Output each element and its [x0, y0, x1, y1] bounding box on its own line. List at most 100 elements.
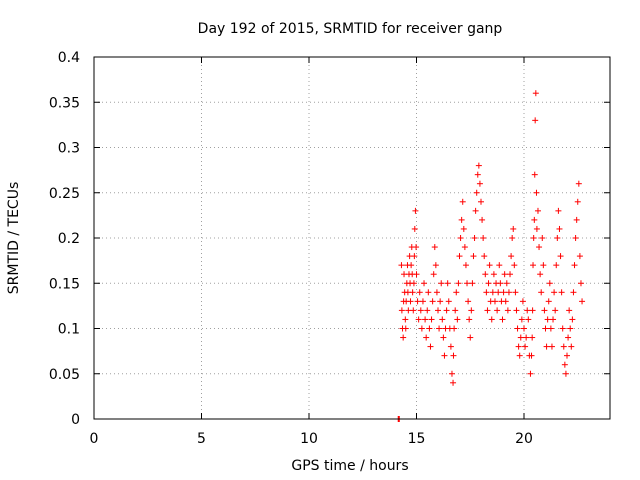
data-point: [527, 370, 534, 377]
data-point: [533, 225, 540, 232]
data-point: [539, 235, 546, 241]
data-point: [448, 370, 455, 377]
data-point: [478, 198, 484, 205]
data-point: [422, 316, 429, 323]
x-tick-label: 5: [197, 431, 206, 447]
data-point: [440, 334, 447, 341]
grid-layer: [94, 57, 610, 419]
data-point: [398, 307, 405, 314]
data-point: [543, 343, 550, 350]
data-point: [486, 262, 493, 269]
data-point: [410, 280, 417, 287]
data-point: [413, 271, 420, 278]
data-point: [457, 235, 464, 241]
data-point: [554, 235, 561, 241]
data-point: [469, 280, 476, 287]
data-point: [545, 298, 552, 305]
plot-frame: [93, 56, 611, 420]
data-point: [459, 198, 466, 205]
y-tick-label: 0.15: [49, 276, 80, 292]
y-axis-label: SRMTID / TECUs: [6, 182, 22, 295]
data-point: [560, 343, 567, 350]
data-point: [517, 334, 524, 341]
data-point: [558, 289, 565, 296]
data-point: [473, 189, 480, 196]
data-point: [530, 262, 537, 269]
data-point: [443, 307, 450, 314]
data-point: [438, 280, 445, 287]
data-point: [480, 235, 487, 241]
data-point: [450, 352, 457, 359]
data-point: [531, 171, 538, 178]
data-point: [518, 316, 525, 323]
x-tick-label: 10: [300, 431, 318, 447]
data-point: [465, 298, 472, 305]
y-tick-label: 0.35: [49, 95, 80, 111]
data-point: [547, 325, 554, 332]
data-point: [573, 216, 580, 223]
data-point: [439, 316, 446, 323]
data-point: [402, 316, 409, 323]
data-point: [519, 298, 526, 305]
data-point: [411, 225, 418, 232]
data-point: [447, 343, 454, 350]
data-point: [561, 361, 568, 368]
y-tick-label: 0: [71, 412, 80, 428]
data-point: [552, 307, 559, 314]
data-point: [522, 343, 529, 350]
data-points: [395, 90, 586, 422]
data-point: [494, 307, 501, 314]
data-point: [544, 316, 551, 323]
data-point: [531, 216, 538, 223]
data-point: [515, 343, 522, 350]
y-tick-label: 0.25: [49, 186, 80, 202]
data-point: [481, 253, 488, 260]
data-point: [400, 334, 407, 341]
data-point: [470, 253, 477, 260]
data-point: [571, 262, 578, 269]
data-point: [432, 262, 439, 269]
y-tick-label: 0.4: [58, 50, 80, 66]
data-point: [433, 289, 440, 296]
data-point: [456, 253, 463, 260]
data-point: [575, 180, 582, 187]
data-point: [444, 280, 451, 287]
data-point: [538, 289, 545, 296]
data-point: [468, 307, 475, 314]
data-point: [501, 271, 508, 278]
y-tick-label: 0.1: [58, 322, 80, 338]
data-point: [435, 307, 441, 314]
data-point: [451, 325, 458, 332]
data-point: [565, 334, 572, 341]
data-point: [410, 307, 417, 314]
data-point: [491, 298, 498, 305]
data-point: [429, 298, 436, 305]
data-point: [414, 298, 421, 305]
data-point: [423, 334, 430, 341]
data-point: [474, 171, 481, 178]
x-axis-label: GPS time / hours: [291, 458, 408, 474]
data-point: [525, 316, 532, 323]
data-point: [542, 325, 549, 332]
data-point: [436, 325, 443, 332]
data-point: [512, 289, 519, 296]
data-point: [430, 271, 437, 278]
data-point: [407, 298, 414, 305]
data-point: [513, 307, 520, 314]
data-point: [427, 343, 434, 350]
data-point: [557, 253, 564, 260]
data-point: [467, 334, 474, 341]
data-point: [464, 280, 471, 287]
data-point: [419, 298, 426, 305]
data-point: [504, 307, 511, 314]
data-point: [462, 262, 469, 269]
data-point: [466, 316, 473, 323]
data-point: [579, 298, 586, 305]
data-point: [460, 225, 467, 232]
data-point: [546, 280, 553, 287]
data-point: [496, 262, 503, 269]
y-tick-label: 0.05: [49, 367, 80, 383]
data-point: [497, 280, 504, 287]
data-point: [550, 316, 557, 323]
data-point: [424, 307, 431, 314]
